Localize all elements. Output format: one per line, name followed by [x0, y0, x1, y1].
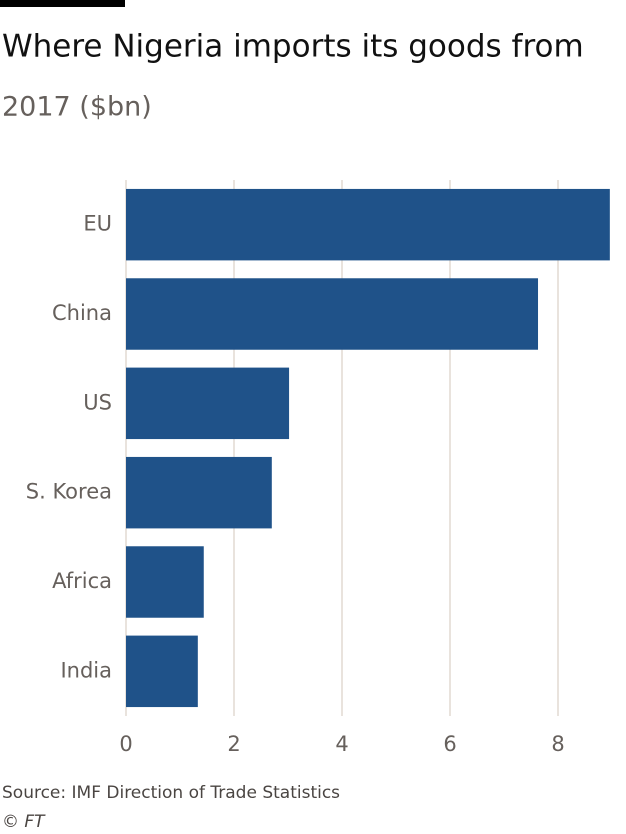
- x-tick-label: 0: [119, 732, 132, 756]
- chart-title: Where Nigeria imports its goods from: [2, 29, 584, 65]
- y-tick-label: US: [83, 390, 112, 414]
- source: Source: IMF Direction of Trade Statistic…: [2, 783, 340, 803]
- bar: [126, 278, 539, 350]
- x-tick-label: 4: [335, 732, 348, 756]
- bar: [126, 367, 290, 440]
- y-tick-label: EU: [83, 212, 112, 236]
- bar: [126, 188, 610, 261]
- chart-subtitle: 2017 ($bn): [2, 92, 152, 123]
- y-tick-label: India: [60, 658, 112, 682]
- bar: [126, 456, 272, 529]
- y-tick-label: S. Korea: [26, 480, 112, 504]
- x-tick-label: 2: [227, 732, 240, 756]
- bar: [126, 635, 198, 708]
- y-tick-label: Africa: [52, 569, 112, 593]
- x-tick-label: 8: [551, 732, 564, 756]
- bar: [126, 546, 204, 618]
- credit: © FT: [2, 812, 46, 832]
- y-tick-label: China: [52, 301, 112, 325]
- brand-bar: [0, 0, 125, 7]
- x-tick-label: 6: [443, 732, 456, 756]
